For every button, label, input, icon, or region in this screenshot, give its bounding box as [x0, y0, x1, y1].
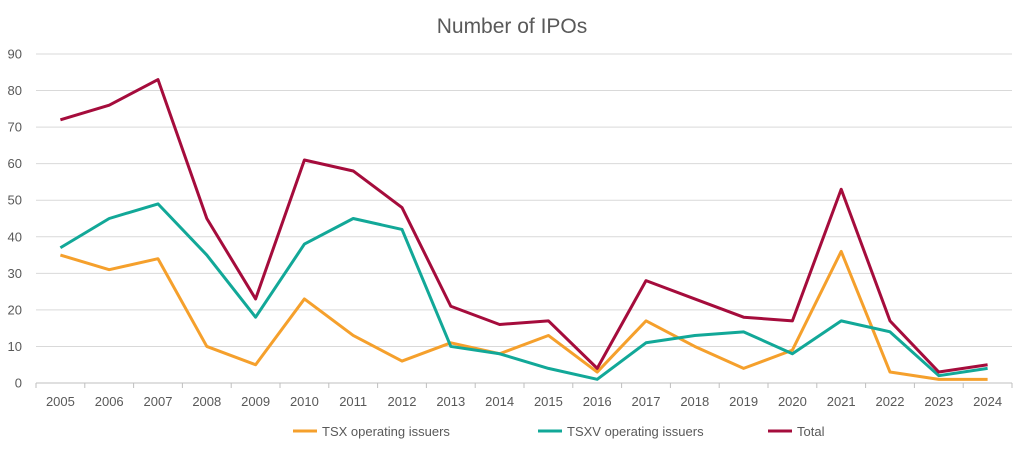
- x-tick-label: 2022: [876, 394, 905, 409]
- y-tick-label: 40: [8, 229, 22, 244]
- x-tick-label: 2021: [827, 394, 856, 409]
- y-tick-label: 90: [8, 47, 22, 62]
- legend-item: TSX operating issuers: [293, 424, 450, 439]
- legend-item: TSXV operating issuers: [538, 424, 704, 439]
- x-tick-label: 2019: [729, 394, 758, 409]
- x-tick-label: 2006: [95, 394, 124, 409]
- x-tick-label: 2010: [290, 394, 319, 409]
- legend-label: Total: [797, 424, 825, 439]
- y-tick-label: 70: [8, 120, 22, 135]
- x-tick-label: 2020: [778, 394, 807, 409]
- y-tick-label: 0: [15, 376, 22, 391]
- series-line-tsx-operating-issuers: [59, 249, 988, 381]
- chart-title: Number of IPOs: [437, 15, 588, 38]
- legend-label: TSX operating issuers: [322, 424, 450, 439]
- x-tick-label: 2007: [144, 394, 173, 409]
- y-tick-label: 50: [8, 193, 22, 208]
- x-tick-label: 2014: [485, 394, 514, 409]
- series-line-total: [59, 78, 988, 374]
- x-tick-label: 2009: [241, 394, 270, 409]
- y-tick-label: 20: [8, 302, 22, 317]
- x-tick-label: 2017: [632, 394, 661, 409]
- x-tick-label: 2015: [534, 394, 563, 409]
- y-tick-label: 60: [8, 156, 22, 171]
- x-tick-label: 2011: [339, 394, 367, 409]
- x-tick-label: 2005: [46, 394, 75, 409]
- x-tick-label: 2024: [973, 394, 1002, 409]
- x-tick-label: 2023: [924, 394, 953, 409]
- legend-label: TSXV operating issuers: [567, 424, 704, 439]
- y-tick-label: 10: [8, 339, 22, 354]
- legend-item: Total: [768, 424, 825, 439]
- y-tick-label: 30: [8, 266, 22, 281]
- x-tick-label: 2013: [436, 394, 465, 409]
- x-tick-label: 2008: [192, 394, 221, 409]
- x-tick-label: 2018: [680, 394, 709, 409]
- series-line-tsxv-operating-issuers: [59, 202, 988, 381]
- x-tick-label: 2012: [388, 394, 417, 409]
- y-tick-label: 80: [8, 83, 22, 98]
- x-tick-label: 2016: [583, 394, 612, 409]
